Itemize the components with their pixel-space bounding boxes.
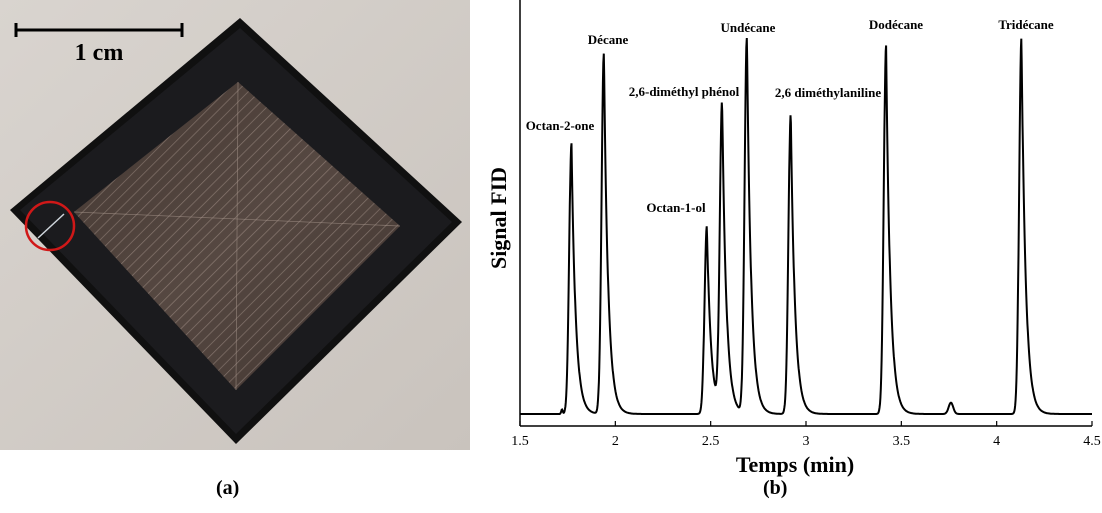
x-tick-label: 3.5 <box>893 434 911 449</box>
scale-bar-label: 1 cm <box>75 40 124 66</box>
spiral-diagonal-2 <box>73 211 401 227</box>
spiral-diagonal-1 <box>235 81 239 391</box>
capillary-line <box>37 213 65 239</box>
fid-trace-line <box>520 37 1092 415</box>
x-tick-labels: 1.5 2 2.5 3 3.5 4 4.5 <box>511 434 1101 449</box>
caption-a: (a) <box>216 477 240 499</box>
x-tick-label: 2.5 <box>702 434 720 449</box>
caption-b: (b) <box>763 477 788 499</box>
peak-label: Décane <box>588 32 629 47</box>
peak-label: Octan-1-ol <box>646 200 706 215</box>
peak-label: Dodécane <box>869 17 923 32</box>
chip-photo: 1 cm <box>0 0 470 450</box>
x-tick-label: 3 <box>803 434 810 449</box>
chromatogram-chart: Octan-2-one Décane Octan-1-ol 2,6-diméthyl … <box>486 0 1101 477</box>
y-axis-label: Signal FID <box>486 167 511 269</box>
x-tick-label: 4 <box>993 434 1000 449</box>
chart-axes <box>519 0 1093 427</box>
x-tick-label: 2 <box>612 434 619 449</box>
peak-label: Undécane <box>721 20 776 35</box>
x-axis-label: Temps (min) <box>736 452 854 477</box>
inlet-marker-circle <box>24 200 76 252</box>
x-tick-label: 1.5 <box>511 434 529 449</box>
chip-photo-panel: 1 cm <box>0 0 470 450</box>
peak-label: 2,6 diméthylaniline <box>775 85 881 100</box>
chromatogram-panel: Octan-2-one Décane Octan-1-ol 2,6-diméthyl … <box>470 0 1102 508</box>
peak-label: Tridécane <box>998 17 1054 32</box>
peak-labels: Octan-2-one Décane Octan-1-ol 2,6-diméthyl … <box>526 17 1054 215</box>
x-tick-label: 4.5 <box>1083 434 1101 449</box>
peak-label: Octan-2-one <box>526 118 595 133</box>
peak-label: 2,6-diméthyl phénol <box>629 84 740 99</box>
